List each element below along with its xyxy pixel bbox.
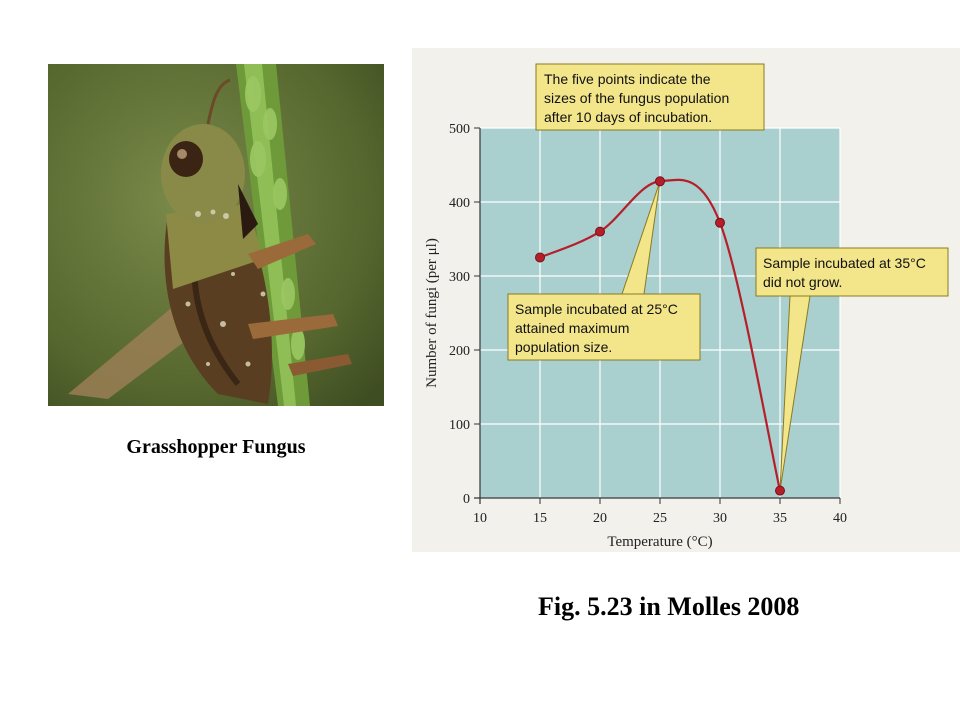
x-axis-title: Temperature (°C): [607, 534, 712, 550]
growth-curve: [539, 178, 782, 491]
y-axis-title: Number of fungi (per μl): [424, 238, 440, 388]
callout-top: The five points indicate the sizes of th…: [535, 63, 765, 131]
x-tick-label: 20: [593, 511, 607, 526]
callout-top-box: [535, 63, 765, 131]
data-point: [715, 217, 725, 228]
x-tick-labels: 10 15 20 25 30 35 40: [473, 511, 847, 526]
callout-right-line-2: did not grow.: [763, 274, 842, 290]
y-tick-label: 400: [449, 196, 470, 211]
y-tick-label: 500: [449, 122, 470, 137]
data-point: [655, 176, 665, 187]
y-tick-label: 100: [449, 418, 470, 433]
callout-top-line-3: after 10 days of incubation.: [544, 109, 712, 125]
data-point: [775, 485, 785, 496]
x-tick-label: 30: [713, 511, 727, 526]
data-point: [595, 226, 605, 237]
callout-middle: Sample incubated at 25°C attained maximu…: [507, 293, 701, 361]
callout-middle-line-2: attained maximum: [515, 320, 629, 336]
axes: [474, 127, 841, 504]
data-point: [535, 252, 545, 263]
callout-right-box: [755, 247, 949, 297]
callout-middle-line-1: Sample incubated at 25°C: [515, 301, 678, 317]
growth-chart: 10 15 20 25 30 35 40 0 100 200 300 400 500 Temperat…: [412, 48, 960, 552]
grasshopper-photo: [48, 64, 384, 406]
y-tick-label: 200: [449, 344, 470, 359]
callout-top-line-1: The five points indicate the: [544, 71, 711, 87]
figure-caption: Fig. 5.23 in Molles 2008: [538, 592, 800, 621]
grasshopper-illustration: [48, 64, 384, 406]
x-tick-label: 15: [533, 511, 547, 526]
callout-right-line-1: Sample incubated at 35°C: [763, 255, 926, 271]
x-tick-label: 40: [833, 511, 847, 526]
callout-right: Sample incubated at 35°C did not grow.: [755, 247, 949, 297]
x-tick-label: 10: [473, 511, 487, 526]
x-tick-label: 25: [653, 511, 667, 526]
photo-caption: Grasshopper Fungus: [126, 436, 306, 458]
callout-middle-line-3: population size.: [515, 339, 612, 355]
callout-middle-box: [507, 293, 701, 361]
y-tick-labels: 0 100 200 300 400 500: [449, 122, 470, 507]
fungus-growth-figure: 10 15 20 25 30 35 40 0 100 200 300 400 500 Temperat…: [412, 48, 960, 552]
y-tick-label: 0: [463, 492, 470, 507]
callout-top-line-2: sizes of the fungus population: [544, 90, 729, 106]
x-tick-label: 35: [773, 511, 787, 526]
y-tick-label: 300: [449, 270, 470, 285]
data-points: [535, 176, 785, 496]
